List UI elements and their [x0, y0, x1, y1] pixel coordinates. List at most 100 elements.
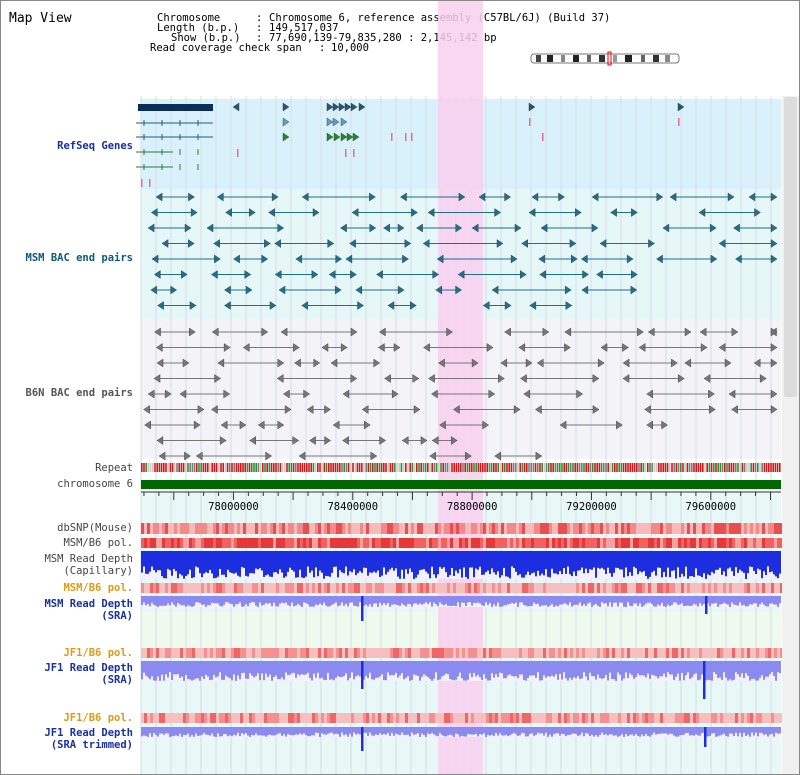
- msm-b6-pol-label-1[interactable]: MSM/B6 pol.: [63, 537, 133, 549]
- msm-bac-end-arrow: [575, 208, 582, 217]
- repeat-element: [242, 463, 244, 472]
- msm-bac-end-arrow: [770, 223, 778, 233]
- msm-pol-cell: [699, 538, 702, 548]
- jf1-b6-pol-label-2[interactable]: JF1/B6 pol.: [63, 712, 133, 724]
- msm-bac-track-label[interactable]: MSM BAC end pairs: [25, 252, 133, 264]
- repeat-element: [655, 463, 658, 472]
- msm-capillary-depth-bar: [735, 551, 737, 568]
- vertical-scrollbar[interactable]: [782, 96, 799, 775]
- jf1-trimmed-depth-bar: [493, 727, 495, 736]
- msm-sra-depth-bar: [159, 596, 161, 606]
- jf1-sra-depth-bar: [225, 661, 227, 676]
- msm-b6-pol-label-2[interactable]: MSM/B6 pol.: [63, 582, 133, 594]
- msm-bac-end-arrow: [496, 239, 504, 248]
- msm-pol2-cell: [393, 583, 396, 593]
- jf1-trimmed-depth-bar: [231, 727, 233, 737]
- jf1-depth-trimmed-label[interactable]: JF1 Read Depth (SRA trimmed): [44, 727, 133, 751]
- jf1-sra-depth-bar: [311, 661, 313, 681]
- jf1-pol2-cell: [558, 713, 561, 723]
- jf1-pol2-cell: [753, 713, 756, 723]
- msm-sra-depth-bar: [769, 596, 771, 604]
- b6n-bac-end-arrow: [330, 358, 338, 368]
- jf1-sra-depth-bar: [717, 661, 719, 678]
- dbsnp-cell: [576, 523, 579, 534]
- jf1-pol2-cell: [384, 713, 387, 723]
- jf1-pol2-cell: [315, 713, 318, 723]
- msm-sra-depth-bar: [343, 596, 345, 606]
- jf1-pol2-cell: [615, 713, 618, 723]
- repeat-element: [662, 463, 664, 472]
- msm-sra-depth-bar: [559, 596, 561, 605]
- msm-depth-capillary-label[interactable]: MSM Read Depth (Capillary): [44, 553, 133, 577]
- refseq-marker: [391, 133, 393, 141]
- jf1-trimmed-depth-bar: [203, 727, 205, 733]
- jf1-trimmed-depth-bar: [349, 727, 351, 734]
- dbsnp-track-label[interactable]: dbSNP(Mouse): [57, 522, 133, 534]
- jf1-pol2-cell: [297, 713, 300, 723]
- msm-pol2-cell: [621, 583, 624, 593]
- jf1-pol2-cell: [189, 713, 192, 723]
- msm-capillary-depth-bar: [557, 551, 559, 575]
- msm-bac-end-arrow: [295, 254, 303, 264]
- jf1-b6-pol-label-1[interactable]: JF1/B6 pol.: [63, 647, 133, 659]
- msm-pol-cell: [708, 538, 711, 548]
- repeat-element: [521, 463, 524, 472]
- jf1-trimmed-depth-bar: [689, 727, 691, 736]
- repeat-element: [422, 463, 425, 472]
- msm-pol-cell: [660, 538, 663, 548]
- msm-pol2-cell: [702, 583, 705, 593]
- jf1-trimmed-depth-bar: [351, 727, 353, 737]
- msm-pol2-cell: [210, 583, 213, 593]
- jf1-trimmed-depth-bar: [513, 727, 515, 733]
- msm-pol2-cell: [183, 583, 186, 593]
- msm-capillary-depth-bar: [525, 551, 527, 575]
- msm-pol-cell: [528, 538, 531, 548]
- msm-capillary-depth-bar: [365, 551, 367, 568]
- chromosome-track-label[interactable]: chromosome 6: [57, 478, 133, 490]
- jf1-depth-sra-label[interactable]: JF1 Read Depth (SRA): [44, 662, 133, 686]
- msm-pol-cell: [522, 538, 525, 548]
- msm-sra-depth-bar: [745, 596, 747, 607]
- jf1-pol-cell: [390, 648, 393, 658]
- jf1-trimmed-depth-bar: [213, 727, 215, 737]
- msm-sra-depth-bar: [271, 596, 273, 607]
- msm-capillary-depth-bar: [631, 551, 633, 576]
- msm-pol2-cell: [459, 583, 462, 593]
- dbsnp-cell: [288, 523, 291, 534]
- msm-capillary-depth-bar: [445, 551, 447, 573]
- repeat-track-label[interactable]: Repeat: [95, 462, 133, 474]
- msm-pol-cell: [453, 538, 456, 548]
- dbsnp-cell: [528, 523, 531, 534]
- b6n-bac-end-arrow: [373, 358, 381, 368]
- msm-sra-depth-bar: [351, 596, 353, 603]
- msm-sra-depth-bar: [449, 596, 451, 606]
- jf1-sra-depth-bar: [549, 661, 551, 677]
- msm-pol-cell: [234, 538, 237, 548]
- msm-sra-depth-bar: [165, 596, 167, 606]
- dbsnp-cell: [360, 523, 363, 534]
- jf1-pol-cell: [366, 648, 369, 658]
- jf1-trimmed-depth-bar: [233, 727, 235, 735]
- jf1-sra-depth-bar: [357, 661, 359, 676]
- refseq-track-label[interactable]: RefSeq Genes: [57, 140, 133, 152]
- jf1-trimmed-depth-bar: [217, 727, 219, 734]
- msm-sra-depth-bar: [565, 596, 567, 604]
- repeat-element: [693, 463, 695, 472]
- chromosome-ideogram[interactable]: [530, 51, 680, 66]
- b6n-bac-track-label[interactable]: B6N BAC end pairs: [25, 387, 133, 399]
- jf1-trimmed-depth-bar: [591, 727, 593, 735]
- msm-depth-sra-label[interactable]: MSM Read Depth (SRA): [44, 598, 133, 622]
- msm-capillary-depth-bar: [543, 551, 545, 576]
- b6n-bac-end-arrow: [277, 420, 285, 430]
- msm-pol-cell: [510, 538, 513, 548]
- jf1-pol2-cell: [246, 713, 249, 723]
- msm-pol2-cell: [279, 583, 282, 593]
- jf1-sra-depth-bar: [395, 661, 397, 673]
- dbsnp-cell: [282, 523, 285, 534]
- msm-pol-cell: [414, 538, 417, 548]
- jf1-sra-depth-bar: [745, 661, 747, 674]
- msm-pol2-cell: [618, 583, 621, 593]
- repeat-element: [196, 463, 198, 472]
- msm-pol-cell: [564, 538, 567, 548]
